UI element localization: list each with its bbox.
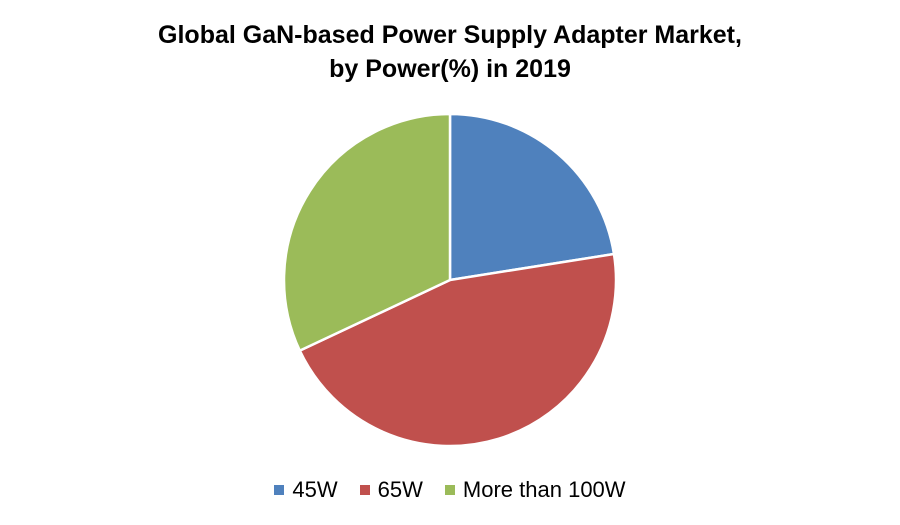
pie-slice-45w — [448, 112, 616, 282]
legend-swatch-more-than-100w — [444, 485, 455, 495]
chart-title-line-1: Global GaN-based Power Supply Adapter Ma… — [158, 21, 742, 49]
chart-title: Global GaN-based Power Supply Adapter Ma… — [0, 18, 900, 86]
legend-item-more-than-100w: More than 100W — [444, 477, 626, 503]
chart-title-line-2: by Power(%) in 2019 — [329, 55, 571, 83]
legend: 45W 65W More than 100W — [0, 477, 900, 503]
legend-label-45w: 45W — [292, 477, 338, 502]
pie-slice-65w — [298, 252, 618, 448]
legend-swatch-65w — [359, 485, 370, 495]
legend-label-more-than-100w: More than 100W — [462, 477, 626, 502]
pie-slice-more-than-100w — [282, 112, 452, 352]
legend-item-45w: 45W — [274, 477, 338, 503]
legend-swatch-45w — [274, 485, 285, 495]
legend-label-65w: 65W — [377, 477, 423, 502]
legend-item-65w: 65W — [359, 477, 423, 503]
